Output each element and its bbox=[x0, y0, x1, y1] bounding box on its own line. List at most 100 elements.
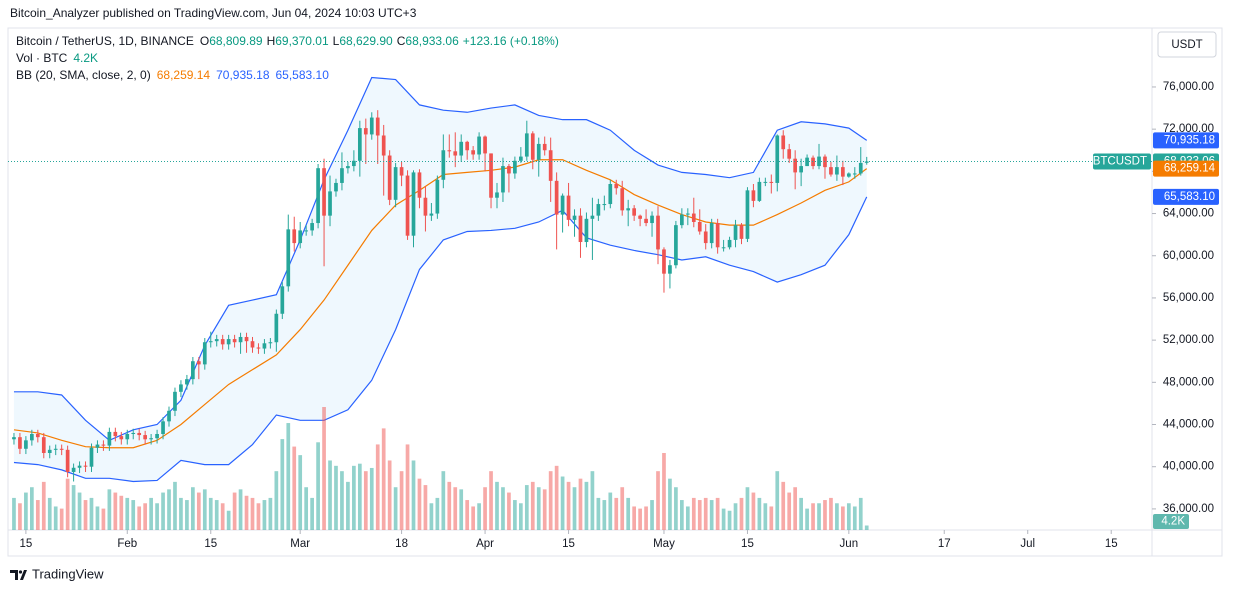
candle-body bbox=[220, 339, 225, 345]
volume-bar bbox=[214, 500, 219, 530]
symbol-badge bbox=[1093, 153, 1151, 170]
y-tick-label: 56,000.00 bbox=[1163, 292, 1214, 304]
volume-bar bbox=[53, 506, 58, 530]
volume-bar bbox=[745, 487, 750, 530]
y-tick-label: 40,000.00 bbox=[1163, 461, 1214, 473]
candle-body bbox=[644, 218, 648, 224]
candle-body bbox=[674, 225, 678, 266]
x-tick-label: 15 bbox=[562, 538, 575, 550]
volume-bar bbox=[41, 481, 46, 530]
symbol-title: Bitcoin / TetherUS, 1D, BINANCE bbox=[16, 34, 194, 48]
volume-bar bbox=[113, 492, 118, 530]
candle-body bbox=[363, 128, 368, 135]
candle-body bbox=[572, 215, 577, 220]
volume-bar bbox=[411, 460, 416, 530]
candle-body bbox=[35, 434, 40, 438]
candle-body bbox=[656, 215, 660, 250]
volume-bar bbox=[435, 497, 440, 530]
volume-bar bbox=[453, 487, 458, 530]
volume-bar bbox=[310, 497, 314, 530]
plot: 36,000.00 40,000.00 44,000.00 48,000.00 52,0… bbox=[8, 76, 1214, 550]
candle-body bbox=[614, 184, 619, 189]
candle-body bbox=[71, 467, 76, 472]
candle-body bbox=[202, 342, 207, 365]
candle-body bbox=[238, 336, 243, 343]
bb-lower-line bbox=[13, 196, 868, 483]
candle-body bbox=[596, 204, 601, 216]
volume-bar bbox=[530, 481, 535, 530]
volume-bar bbox=[495, 481, 499, 530]
volume-bar bbox=[208, 497, 213, 530]
logo-dot bbox=[18, 570, 23, 574]
volume-bar bbox=[363, 471, 368, 530]
volume-bar bbox=[489, 471, 493, 530]
x-tick-label: 18 bbox=[395, 538, 408, 550]
candle-body bbox=[477, 136, 481, 155]
candle-body bbox=[59, 448, 64, 450]
x-tick-label: Feb bbox=[117, 538, 137, 550]
volume-bar bbox=[35, 500, 40, 530]
candle-body bbox=[691, 213, 696, 222]
volume-bar bbox=[369, 467, 374, 530]
candle-body bbox=[244, 336, 249, 342]
volume-bar bbox=[357, 463, 362, 530]
currency-button[interactable] bbox=[1157, 31, 1217, 58]
volume-bar bbox=[638, 508, 642, 530]
x-tick-label: Jun bbox=[840, 538, 859, 550]
volume-bar bbox=[292, 446, 297, 530]
volume-bar bbox=[846, 503, 851, 530]
candle-body bbox=[125, 434, 130, 440]
candle-body bbox=[113, 431, 118, 437]
volume-bar bbox=[524, 485, 529, 530]
y-tick-label: 72,000.00 bbox=[1163, 123, 1214, 135]
candle-body bbox=[405, 175, 410, 236]
candle-body bbox=[548, 150, 553, 181]
volume-bar bbox=[763, 503, 768, 530]
volume-bar bbox=[179, 497, 183, 530]
volume-bar bbox=[739, 497, 744, 530]
y-tick-label: 60,000.00 bbox=[1163, 250, 1214, 262]
volume-bar bbox=[733, 503, 738, 530]
bb-upper-value: 70,935.18 bbox=[216, 68, 270, 82]
volume-bar bbox=[381, 428, 386, 530]
candle-body bbox=[471, 150, 475, 155]
bb-basis-badge bbox=[1153, 160, 1219, 177]
volume-bar bbox=[101, 508, 106, 530]
volume-bar bbox=[316, 442, 320, 530]
volume-bar bbox=[626, 497, 631, 530]
x-tick-label: Mar bbox=[290, 538, 310, 550]
candle-body bbox=[787, 149, 792, 159]
volume-bar bbox=[668, 478, 672, 530]
volume-badge bbox=[1153, 514, 1189, 529]
volume-title: Vol · BTC bbox=[16, 51, 68, 65]
currency-label[interactable]: USDT bbox=[1171, 39, 1202, 51]
x-tick-label: May bbox=[653, 538, 675, 550]
volume-bar bbox=[572, 487, 577, 530]
volume-bar bbox=[274, 471, 279, 530]
candle-body bbox=[453, 151, 458, 156]
change-value: +123.16 (+0.18%) bbox=[463, 34, 559, 48]
volume-bar bbox=[340, 471, 344, 530]
volume-bar bbox=[250, 497, 255, 530]
candle-body bbox=[703, 231, 708, 244]
x-tick-label: 15 bbox=[204, 538, 217, 550]
ohlc-letter: H bbox=[267, 34, 276, 48]
bb-upper-line bbox=[13, 76, 868, 442]
candle-body bbox=[24, 440, 28, 449]
volume-bar bbox=[566, 481, 571, 530]
candle-body bbox=[387, 155, 392, 200]
candle-body bbox=[829, 167, 833, 175]
candle-body bbox=[322, 168, 326, 216]
candle-body bbox=[793, 158, 798, 173]
candle-body bbox=[715, 223, 720, 248]
candle-body bbox=[507, 166, 511, 174]
volume-bar bbox=[632, 506, 637, 530]
volume-bar bbox=[59, 508, 64, 530]
volume-bar bbox=[835, 503, 839, 530]
candle-body bbox=[495, 192, 499, 198]
volume-bar bbox=[781, 481, 786, 530]
candle-body bbox=[781, 135, 786, 150]
bb-title: BB (20, SMA, close, 2, 0) bbox=[16, 68, 151, 82]
candle-body bbox=[662, 249, 666, 274]
candle-body bbox=[161, 421, 165, 435]
